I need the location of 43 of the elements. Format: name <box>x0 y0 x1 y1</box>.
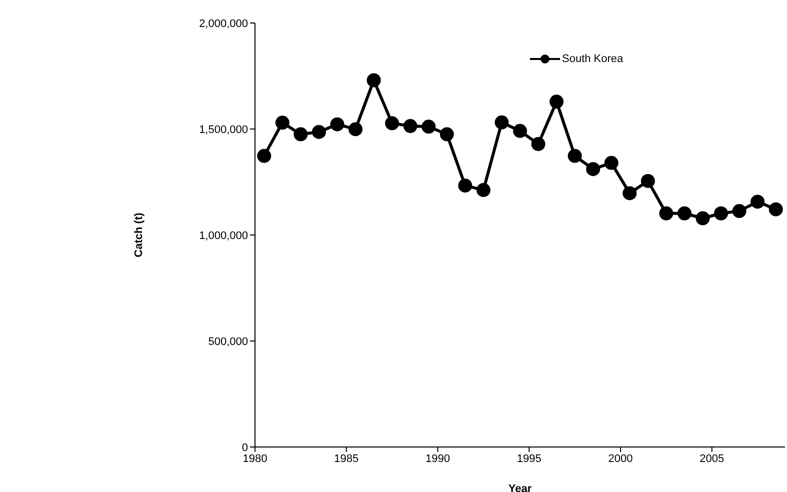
point <box>732 204 746 218</box>
y-tick-label: 1,000,000 <box>199 230 248 242</box>
y-tick-label: 2,000,000 <box>199 18 248 30</box>
point <box>604 156 618 170</box>
point <box>568 148 582 163</box>
x-axis-title: Year <box>508 483 532 492</box>
point <box>696 211 710 226</box>
point <box>403 119 418 134</box>
point <box>312 124 326 139</box>
x-tick-label: 1980 <box>242 452 268 465</box>
point <box>659 206 674 220</box>
point <box>294 127 308 142</box>
point <box>476 183 490 198</box>
point <box>494 115 509 130</box>
point <box>348 122 363 136</box>
point <box>640 174 655 188</box>
x-tick-label: 1990 <box>426 452 450 465</box>
point <box>622 186 637 200</box>
point <box>513 124 527 138</box>
point <box>366 73 381 88</box>
point <box>677 206 692 220</box>
point <box>330 117 344 132</box>
point <box>750 194 765 209</box>
point <box>275 116 290 130</box>
point <box>440 127 454 142</box>
legend-label: South Korea <box>562 53 624 65</box>
point <box>550 94 564 109</box>
point <box>257 148 272 163</box>
y-tick-label: 1,500,000 <box>199 124 248 136</box>
x-tick-label: 2000 <box>608 452 633 465</box>
point <box>768 202 783 216</box>
x-tick-label: 2005 <box>700 452 724 465</box>
point <box>385 116 400 130</box>
point <box>422 120 436 134</box>
y-tick-label: 500,000 <box>208 336 248 348</box>
x-tick-label: 1985 <box>334 452 359 465</box>
y-tick-label: 0 <box>242 442 248 454</box>
x-tick-label: 1995 <box>516 452 542 465</box>
point <box>531 137 546 152</box>
point <box>458 178 472 193</box>
point <box>586 162 600 176</box>
point <box>714 206 728 220</box>
y-axis-title: Catch (t) <box>132 212 145 258</box>
